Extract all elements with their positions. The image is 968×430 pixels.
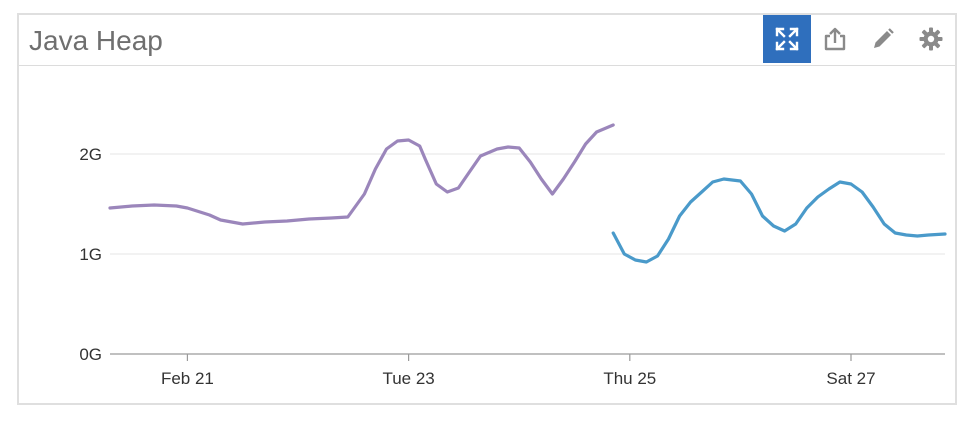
series-lines (108, 123, 947, 264)
grid-lines (110, 153, 945, 355)
y-tick-label: 2G (79, 145, 102, 164)
widget-toolbar (763, 15, 955, 63)
x-tick-label: Tue 23 (382, 369, 434, 388)
settings-button[interactable] (907, 15, 955, 63)
series-line-1 (108, 123, 615, 226)
y-tick-label: 0G (79, 345, 102, 364)
x-tick-label: Sat 27 (826, 369, 875, 388)
y-tick-label: 1G (79, 245, 102, 264)
y-axis: 0G 1G 2G (79, 145, 102, 364)
java-heap-chart: 0G 1G 2G Feb 21 Tue 23 Thu 25 Sat 27 (79, 123, 947, 388)
widget-title: Java Heap (29, 25, 163, 56)
gear-icon (918, 26, 944, 52)
x-tick-label: Thu 25 (603, 369, 656, 388)
share-export-icon (822, 26, 848, 52)
x-axis-labels: Feb 21 Tue 23 Thu 25 Sat 27 (161, 369, 876, 388)
expand-button[interactable] (763, 15, 811, 63)
series-line-2 (611, 177, 947, 264)
expand-arrows-icon (774, 26, 800, 52)
x-tick-label: Feb 21 (161, 369, 214, 388)
pencil-icon (870, 26, 896, 52)
java-heap-widget: Java Heap (17, 13, 957, 405)
share-button[interactable] (811, 15, 859, 63)
x-axis (186, 354, 852, 361)
edit-button[interactable] (859, 15, 907, 63)
widget-header: Java Heap (19, 15, 955, 66)
